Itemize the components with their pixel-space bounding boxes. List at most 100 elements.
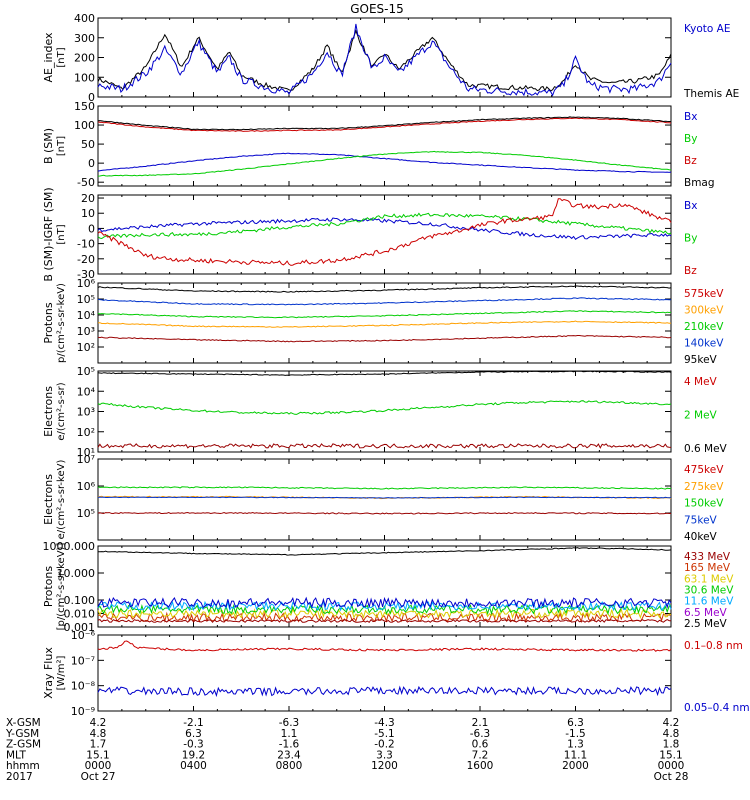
x-tick-label: -1.5: [565, 728, 586, 740]
y-axis-unit: e/(cm²-s-sr-keV): [56, 460, 67, 540]
series-line-95kev: [97, 335, 672, 343]
legend-label: Themis AE: [683, 88, 739, 100]
x-tick-label: -4.3: [374, 717, 395, 729]
series-line-kyoto-ae: [97, 23, 672, 97]
y-tick-label: 100: [74, 119, 95, 132]
y-tick-label: -30: [77, 268, 95, 281]
panel-6: 10⁵ 10⁶ 10⁷ Electrons e/(cm²-s-sr-keV) 475keV…: [42, 453, 724, 543]
y-tick-label: 10⁻⁶: [71, 629, 96, 642]
x-axis-row-label: Z-GSM: [6, 739, 41, 751]
x-tick-label: 4.2: [90, 717, 107, 729]
y-axis-label: Xray Flux: [42, 647, 55, 699]
legend-label: Bmag: [684, 177, 715, 189]
series-line-by: [97, 150, 672, 177]
x-tick-label: 7.2: [472, 749, 489, 761]
y-axis-unit: [nT]: [56, 136, 67, 156]
legend-label: 11.6 MeV: [684, 596, 734, 608]
legend-label: 2.5 MeV: [684, 618, 728, 630]
y-axis-label: Electrons: [42, 386, 55, 437]
x-axis-row-label: MLT: [6, 749, 26, 761]
y-tick-label: -50: [77, 176, 95, 189]
y-tick-label: 10: [81, 207, 95, 220]
series-line-2-mev: [97, 400, 672, 415]
x-tick-label: Oct 27: [81, 771, 116, 783]
y-tick-label: 200: [74, 52, 95, 65]
y-tick-label: -20: [77, 253, 95, 266]
y-tick-label: 10⁵: [77, 507, 95, 520]
y-axis-unit: [nT]: [56, 224, 67, 244]
legend-label: 433 MeV: [684, 551, 731, 563]
legend-label: 0.1–0.8 nm: [684, 640, 743, 652]
series-line-2-5-mev: [97, 618, 672, 623]
x-tick-label: 19.2: [182, 749, 205, 761]
x-tick-label: 1200: [371, 760, 398, 772]
legend-label: 95keV: [684, 354, 718, 366]
series-line-bz: [97, 198, 672, 266]
series-line-4-mev: [97, 370, 672, 376]
legend-label: 575keV: [684, 288, 724, 300]
y-axis-unit: e/(cm²-s-sr): [56, 382, 67, 440]
y-tick-label: 10⁻⁷: [71, 654, 95, 667]
y-axis-unit: [W/m²]: [56, 655, 67, 690]
panel-1: 0 100 200 300 400 AE_index [nT] Kyoto AE Themis …: [42, 12, 739, 104]
x-tick-label: -1.6: [279, 739, 300, 751]
series-line-575kev: [97, 285, 672, 293]
legend-label: By: [684, 133, 697, 145]
series-line-bx: [97, 217, 672, 240]
x-tick-label: 0400: [180, 760, 207, 772]
y-tick-label: 10⁻⁹: [71, 705, 95, 718]
y-axis-label: AE_index: [42, 32, 55, 83]
x-tick-label: -0.3: [183, 739, 204, 751]
panel-frame: [97, 458, 672, 541]
panel-frame: [97, 634, 672, 712]
y-axis-label: B (SM): [42, 128, 55, 164]
x-tick-label: 6.3: [567, 717, 584, 729]
panel-frame: [97, 17, 672, 98]
x-tick-label: 0000: [658, 760, 685, 772]
series-line-63-1-mev: [97, 607, 672, 620]
series-line-475kev: [97, 486, 671, 490]
series-line-themis-ae: [97, 29, 672, 92]
legend-label: Bz: [684, 155, 697, 167]
y-axis-label: Protons: [42, 302, 55, 343]
x-tick-label: -2.1: [183, 717, 204, 729]
x-axis-row-label: hhmm: [6, 760, 40, 772]
legend-label: 30.6 MeV: [684, 585, 734, 597]
x-tick-label: 23.4: [277, 749, 301, 761]
legend-label: 300keV: [684, 305, 724, 317]
y-axis-label: Protons: [42, 566, 55, 607]
series-line-210kev: [97, 310, 672, 319]
y-tick-label: 400: [74, 12, 95, 25]
x-tick-label: Oct 28: [654, 771, 689, 783]
series-line-150kev: [97, 496, 672, 499]
x-axis-row-label: X-GSM: [6, 717, 41, 729]
legend-label: 63.1 MeV: [684, 573, 734, 585]
y-axis-unit: p/(cm²-s-sr-keV): [56, 283, 67, 363]
series-line-75kev: [97, 511, 671, 515]
x-tick-label: -5.1: [374, 728, 395, 740]
x-axis-row-label: 2017: [6, 771, 33, 783]
y-tick-label: 50: [81, 138, 95, 151]
series-line-bmag: [97, 116, 672, 131]
legend-label: 0.6 MeV: [684, 443, 728, 455]
series-line-0-6-mev: [97, 443, 672, 449]
legend-label: 275keV: [684, 481, 724, 493]
legend-label: 2 MeV: [684, 410, 718, 422]
y-tick-label: 0: [88, 157, 95, 170]
series-line-433-mev: [97, 547, 672, 556]
x-tick-label: 3.3: [376, 749, 393, 761]
legend-label: By: [684, 233, 697, 245]
legend-label: 140keV: [684, 338, 724, 350]
panel-3: -30 -20 -10 0 10 20 B (SM)-IGRF (SM) [nT] Bx By Bz: [42, 187, 697, 281]
y-tick-label: 20: [81, 192, 95, 205]
series-line-0-1-0-8-nm: [97, 640, 672, 652]
x-tick-label: 1.7: [90, 739, 107, 751]
x-axis-row-label: Y-GSM: [5, 728, 39, 740]
x-tick-label: -6.3: [470, 728, 491, 740]
y-tick-label: 10⁵: [77, 293, 95, 306]
y-tick-label: 10³: [77, 406, 95, 419]
y-tick-label: 10⁻⁸: [71, 680, 96, 693]
series-line-by: [97, 212, 672, 240]
